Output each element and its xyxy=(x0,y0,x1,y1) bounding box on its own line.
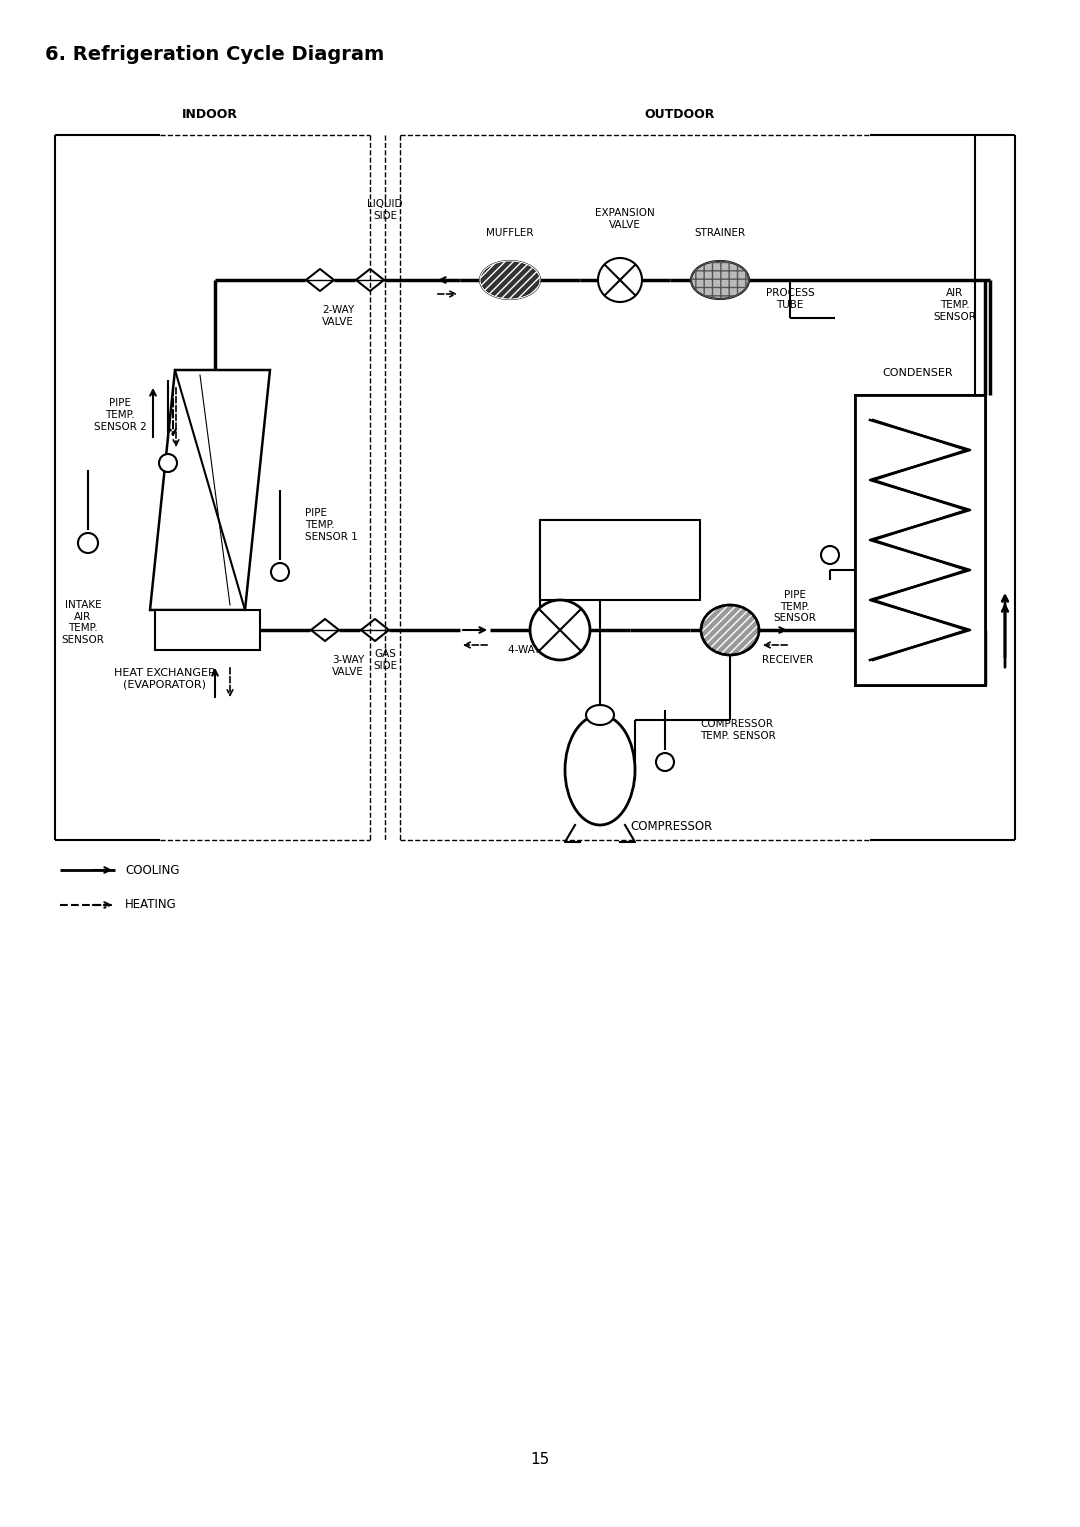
Circle shape xyxy=(966,421,984,438)
Circle shape xyxy=(598,258,642,302)
Text: 6. Refrigeration Cycle Diagram: 6. Refrigeration Cycle Diagram xyxy=(45,46,384,64)
Text: GAS
SIDE: GAS SIDE xyxy=(373,649,397,670)
Circle shape xyxy=(821,547,839,563)
Text: 3-WAY
VALVE: 3-WAY VALVE xyxy=(332,655,364,676)
Ellipse shape xyxy=(691,261,750,299)
Circle shape xyxy=(159,454,177,472)
Bar xyxy=(855,395,985,686)
Circle shape xyxy=(271,563,289,580)
Text: COMPRESSOR
TEMP. SENSOR: COMPRESSOR TEMP. SENSOR xyxy=(700,719,775,741)
Text: HEATING: HEATING xyxy=(125,898,177,912)
Ellipse shape xyxy=(701,605,759,655)
Text: PIPE
TEMP.
SENSOR: PIPE TEMP. SENSOR xyxy=(773,589,816,623)
Text: PIPE
TEMP.
SENSOR 2: PIPE TEMP. SENSOR 2 xyxy=(94,399,147,432)
Polygon shape xyxy=(150,370,270,609)
Text: 4-WAYS VALVE: 4-WAYS VALVE xyxy=(508,644,582,655)
Bar xyxy=(855,395,985,686)
Text: 15: 15 xyxy=(530,1452,550,1467)
Text: OUTDOOR: OUTDOOR xyxy=(645,108,715,122)
Ellipse shape xyxy=(565,715,635,825)
Bar xyxy=(156,609,260,651)
Text: HEAT EXCHANGER
(EVAPORATOR): HEAT EXCHANGER (EVAPORATOR) xyxy=(114,667,216,690)
Text: MUFFLER: MUFFLER xyxy=(486,228,534,238)
Text: COMPRESSOR: COMPRESSOR xyxy=(630,820,712,834)
Text: EXPANSION
VALVE: EXPANSION VALVE xyxy=(595,208,654,231)
Text: AIR
TEMP.
SENSOR: AIR TEMP. SENSOR xyxy=(933,289,976,322)
Ellipse shape xyxy=(586,705,615,725)
Bar xyxy=(855,395,985,686)
Text: RECEIVER: RECEIVER xyxy=(762,655,813,664)
Text: PIPE
TEMP.
SENSOR 1: PIPE TEMP. SENSOR 1 xyxy=(305,508,357,542)
Bar xyxy=(540,521,700,600)
Text: INTAKE
AIR
TEMP.
SENSOR: INTAKE AIR TEMP. SENSOR xyxy=(62,600,105,644)
Circle shape xyxy=(530,600,590,660)
Text: 2-WAY
VALVE: 2-WAY VALVE xyxy=(322,305,354,327)
Text: INDOOR: INDOOR xyxy=(183,108,238,122)
Text: PROCESS
TUBE: PROCESS TUBE xyxy=(766,289,814,310)
Text: STRAINER: STRAINER xyxy=(694,228,745,238)
Text: LIQUID
SIDE: LIQUID SIDE xyxy=(367,199,403,221)
Circle shape xyxy=(656,753,674,771)
Ellipse shape xyxy=(480,261,540,299)
Text: CONDENSER: CONDENSER xyxy=(882,368,954,379)
Circle shape xyxy=(78,533,98,553)
Text: COOLING: COOLING xyxy=(125,863,179,876)
